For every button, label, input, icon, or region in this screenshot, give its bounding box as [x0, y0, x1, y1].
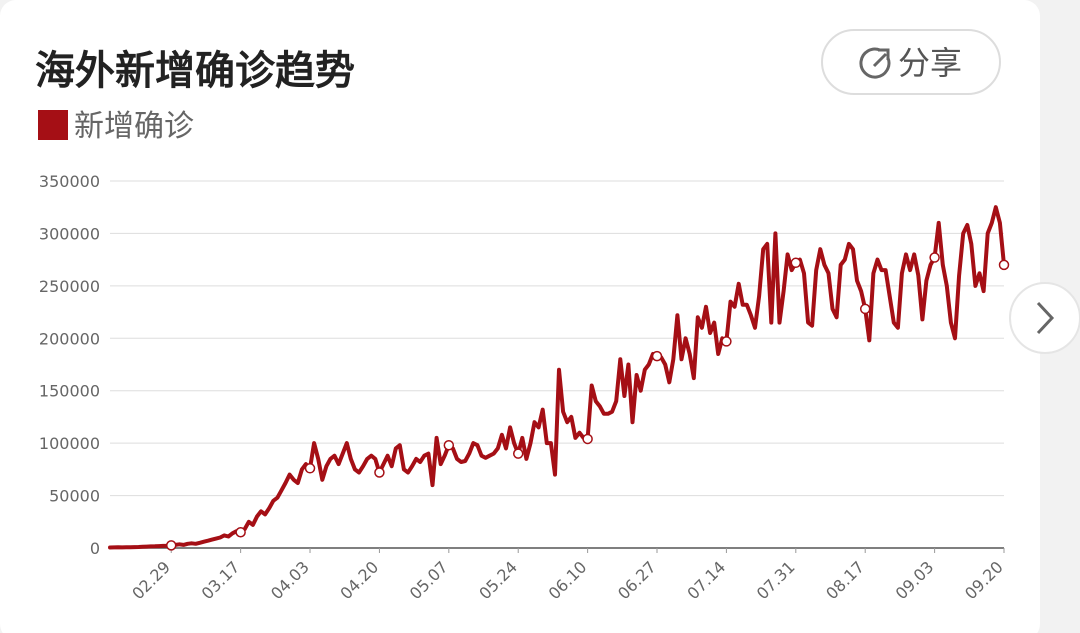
point — [374, 467, 385, 478]
share-icon — [859, 47, 891, 79]
y-tick-label: 150000 — [39, 382, 100, 401]
y-tick-label: 250000 — [39, 277, 100, 296]
next-button[interactable] — [1009, 282, 1080, 354]
point — [512, 448, 524, 459]
point — [165, 540, 177, 551]
legend-label: 新增确诊 — [74, 109, 194, 144]
point — [929, 252, 940, 263]
share-label[interactable]: 分享 — [898, 44, 962, 82]
line — [108, 205, 1006, 550]
y-tick-label: 350000 — [39, 172, 100, 191]
y-tick-label: 0 — [90, 539, 100, 558]
y-tick-label: 50000 — [49, 487, 100, 506]
point — [304, 463, 316, 474]
y-tick-label: 300000 — [39, 224, 100, 243]
point — [235, 527, 246, 538]
point — [721, 336, 732, 347]
chart-title: 海外新增确诊趋势 — [35, 48, 355, 94]
point — [443, 439, 455, 451]
point — [998, 259, 1010, 271]
card — [0, 0, 1040, 633]
share-button[interactable]: 分享 — [821, 29, 1001, 95]
legend-swatch — [38, 110, 68, 140]
next-chevron — [1036, 301, 1055, 335]
next-circle[interactable] — [1009, 282, 1080, 354]
y-tick-label: 100000 — [39, 434, 100, 453]
point — [859, 303, 871, 315]
point — [651, 350, 663, 362]
share-pill[interactable] — [821, 29, 1001, 95]
y-tick-label: 200000 — [39, 329, 100, 348]
point — [790, 257, 802, 269]
point — [582, 433, 593, 445]
